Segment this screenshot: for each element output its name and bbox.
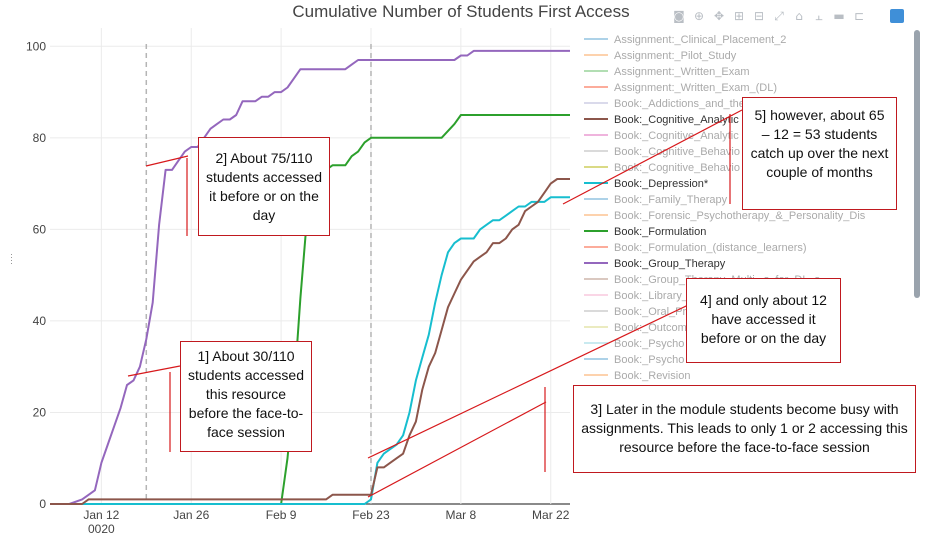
legend-item[interactable]: Book:_Outcom — [584, 322, 687, 334]
legend-item[interactable]: Book:_Psycho — [584, 338, 684, 350]
spike-lines-icon[interactable]: ⫠ — [815, 9, 823, 23]
legend-label: Assignment:_Pilot_Study — [614, 50, 737, 62]
autoscale-icon[interactable]: ⤢ — [774, 9, 784, 23]
legend-item[interactable]: Book:_Formulation — [584, 226, 706, 238]
y-tick-label: 80 — [33, 131, 47, 145]
legend-label: Assignment:_Clinical_Placement_2 — [614, 34, 786, 46]
legend[interactable]: Assignment:_Clinical_Placement_2 Assignme… — [584, 34, 885, 430]
plotly-logo-icon[interactable] — [890, 9, 904, 23]
modebar: ◙ ⊕ ✥ ⊞ ⊟ ⤢ ⌂ ⫠ ▬ ⊏ — [672, 7, 904, 25]
legend-label: Book:_Cognitive_Analytic — [614, 130, 739, 142]
legend-label: Book:_Formulation_(distance_learners) — [614, 242, 807, 254]
legend-item[interactable]: Assignment:_Clinical_Placement_2 — [584, 34, 786, 46]
zoom-out-icon[interactable]: ⊟ — [753, 9, 765, 23]
legend-item[interactable]: Assignment:_Pilot_Study — [584, 50, 737, 62]
legend-scrollbar[interactable] — [914, 30, 920, 298]
zoom-in-icon[interactable]: ⊞ — [733, 9, 745, 23]
legend-item[interactable]: Book:_Family_Therapy — [584, 194, 728, 206]
x-tick-label: Mar 8 — [446, 508, 477, 522]
y-tick-label: 60 — [33, 222, 47, 236]
reference-lines — [145, 44, 372, 504]
pointer-line — [367, 285, 729, 459]
legend-label: Book:_Cognitive_Behavio — [614, 146, 740, 158]
x-tick-sublabel: 0020 — [88, 522, 115, 534]
annotation-1: 1] About 30/110 students accessed this r… — [180, 341, 312, 452]
y-axis: 0 20 40 60 80 100 — [26, 39, 46, 511]
series-line[interactable] — [50, 49, 570, 505]
y-tick-label: 100 — [26, 39, 46, 53]
chart-title: Cumulative Number of Students First Acce… — [292, 2, 629, 21]
legend-label: Book:_Family_Therapy — [614, 194, 728, 206]
legend-label: Book:_Psycho — [614, 338, 684, 350]
pointer-line — [127, 365, 181, 377]
legend-item[interactable]: Assignment:_Written_Exam_(DL) — [584, 82, 777, 94]
legend-item[interactable]: Book:_Addictions_and_the — [584, 98, 745, 110]
legend-label: Book:_Depression* — [614, 178, 709, 190]
pointer-line — [367, 401, 547, 498]
home-icon[interactable]: ⌂ — [795, 9, 803, 23]
y-tick-label: 20 — [33, 405, 47, 419]
pan-icon[interactable]: ✥ — [713, 9, 725, 23]
pointer-line — [145, 155, 189, 167]
legend-item[interactable]: Book:_Forensic_Psychotherapy_&_Personali… — [584, 210, 866, 222]
annotation-2: 2] About 75/110 students accessed it bef… — [198, 137, 330, 236]
legend-label: Book:_Psycho — [614, 354, 684, 366]
legend-item[interactable]: Book:_Cognitive_Behavio — [584, 146, 740, 158]
x-axis: Jan 12 Jan 26 Feb 9 Feb 23 Mar 8 Mar 22 0020 — [83, 508, 569, 534]
legend-item[interactable]: Book:_Group_Therapy — [584, 258, 726, 270]
legend-item[interactable]: Book:_Cognitive_Analytic — [584, 114, 739, 126]
legend-item[interactable]: Book:_Oral_Pr...e) — [584, 306, 705, 318]
legend-label: Book:_Group_Therapy — [614, 258, 726, 270]
x-tick-label: Feb 9 — [266, 508, 297, 522]
hover-closest-icon[interactable]: ▬ — [833, 9, 845, 23]
legend-label: Book:_Cognitive_Behavio — [614, 162, 740, 174]
legend-label: Book:_Forensic_Psychotherapy_&_Personali… — [614, 210, 866, 222]
y-tick-label: 0 — [39, 497, 46, 511]
legend-item[interactable]: Book:_Depression* — [584, 178, 709, 190]
legend-label: Book:_Outcom — [614, 322, 687, 334]
legend-item[interactable]: Book:_Formulation_(distance_learners) — [584, 242, 807, 254]
legend-item[interactable]: Book:_Cognitive_Analytic — [584, 130, 739, 142]
legend-item[interactable]: Assignment:_Written_Exam — [584, 66, 750, 78]
annotation-3: 3] Later in the module students become b… — [573, 385, 916, 473]
legend-label: Assignment:_Written_Exam — [614, 66, 750, 78]
legend-label: Book:_Cognitive_Analytic — [614, 114, 739, 126]
x-tick-label: Jan 26 — [173, 508, 209, 522]
hover-compare-icon[interactable]: ⊏ — [853, 9, 865, 23]
legend-item[interactable]: Book:_Cognitive_Behavio — [584, 162, 740, 174]
y-tick-label: 40 — [33, 314, 47, 328]
camera-icon[interactable]: ◙ — [673, 9, 685, 23]
x-tick-label: Jan 12 — [83, 508, 119, 522]
legend-label: Assignment:_Written_Exam_(DL) — [614, 82, 777, 94]
series-line[interactable] — [50, 196, 570, 505]
legend-label: Book:_Revision — [614, 370, 690, 382]
x-tick-label: Feb 23 — [352, 508, 390, 522]
zoom-icon[interactable]: ⊕ — [693, 9, 705, 23]
legend-item[interactable]: Book:_Psycho — [584, 354, 684, 366]
legend-label: Book:_Oral_Pr...e) — [614, 306, 705, 318]
legend-label: Book:_Addictions_and_the — [614, 98, 745, 110]
x-tick-label: Mar 22 — [532, 508, 570, 522]
annotation-5: 5] however, about 65 – 12 = 53 students … — [742, 97, 897, 210]
annotation-4: 4] and only about 12 have accessed it be… — [686, 278, 841, 363]
annotation-pointers — [127, 109, 743, 498]
legend-label: Book:_Formulation — [614, 226, 706, 238]
legend-item[interactable]: Book:_Revision — [584, 370, 690, 382]
y-axis-marker: ···· — [6, 253, 16, 265]
pointer-line — [562, 109, 743, 205]
